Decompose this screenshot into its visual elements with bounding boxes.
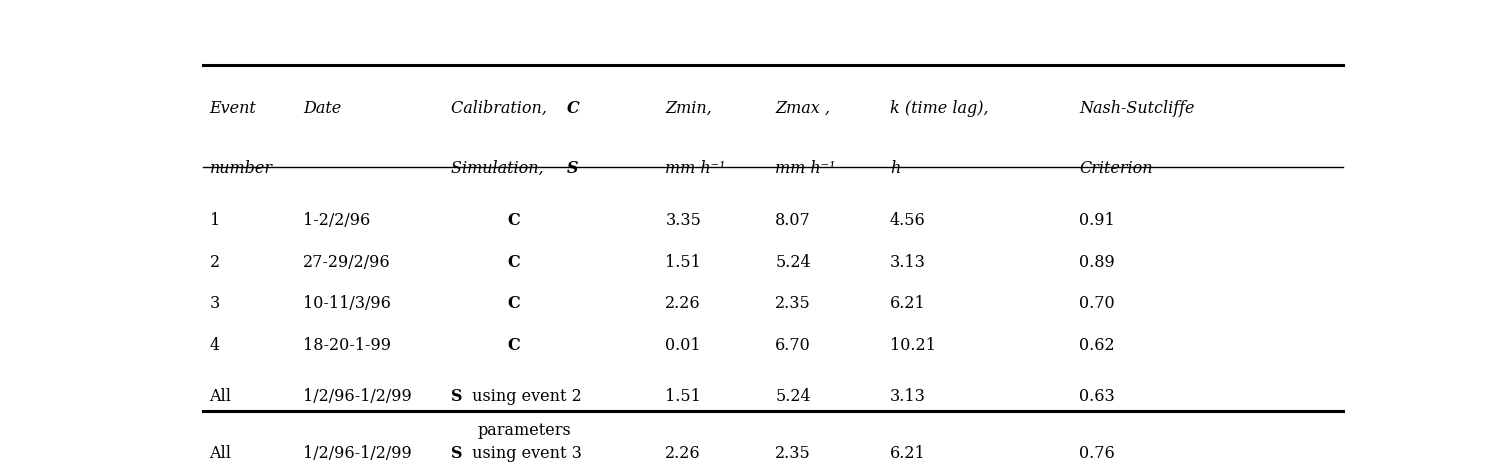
Text: Date: Date [303, 100, 341, 117]
Text: S: S [451, 388, 463, 405]
Text: C: C [508, 254, 520, 271]
Text: Simulation,: Simulation, [451, 159, 555, 177]
Text: 4.56: 4.56 [890, 212, 926, 229]
Text: 2.26: 2.26 [665, 295, 701, 312]
Text: 3: 3 [210, 295, 220, 312]
Text: using event 2: using event 2 [466, 388, 582, 405]
Text: 2.35: 2.35 [775, 295, 811, 312]
Text: 1/2/96-1/2/99: 1/2/96-1/2/99 [303, 446, 412, 462]
Text: C: C [508, 295, 520, 312]
Text: 8.07: 8.07 [775, 212, 811, 229]
Text: All: All [210, 388, 232, 405]
Text: 0.91: 0.91 [1080, 212, 1114, 229]
Text: 10-11/3/96: 10-11/3/96 [303, 295, 391, 312]
Text: 10.21: 10.21 [890, 337, 935, 354]
Text: 3.35: 3.35 [665, 212, 701, 229]
Text: 1.51: 1.51 [665, 254, 701, 271]
Text: 6.70: 6.70 [775, 337, 811, 354]
Text: 4: 4 [210, 337, 220, 354]
Text: Nash-Sutcliffe: Nash-Sutcliffe [1080, 100, 1194, 117]
Text: C: C [508, 337, 520, 354]
Text: parameters: parameters [477, 422, 572, 439]
Text: 6.21: 6.21 [890, 446, 926, 462]
Text: 1.51: 1.51 [665, 388, 701, 405]
Text: 2.35: 2.35 [775, 446, 811, 462]
Text: 1/2/96-1/2/99: 1/2/96-1/2/99 [303, 388, 412, 405]
Text: Event: Event [210, 100, 256, 117]
Text: 2.26: 2.26 [665, 446, 701, 462]
Text: using event 3: using event 3 [466, 446, 582, 462]
Text: 0.89: 0.89 [1080, 254, 1114, 271]
Text: 0.62: 0.62 [1080, 337, 1114, 354]
Text: 1-2/2/96: 1-2/2/96 [303, 212, 371, 229]
Text: 5.24: 5.24 [775, 388, 811, 405]
Text: 0.63: 0.63 [1080, 388, 1114, 405]
Text: 27-29/2/96: 27-29/2/96 [303, 254, 391, 271]
Text: 3.13: 3.13 [890, 254, 926, 271]
Text: Zmax ,: Zmax , [775, 100, 831, 117]
Text: number: number [210, 159, 273, 177]
Text: S: S [567, 159, 579, 177]
Text: 2: 2 [210, 254, 220, 271]
Text: k (time lag),: k (time lag), [890, 100, 988, 117]
Text: C: C [567, 100, 581, 117]
Text: Criterion: Criterion [1080, 159, 1152, 177]
Text: mm h⁻¹: mm h⁻¹ [665, 159, 725, 177]
Text: 5.24: 5.24 [775, 254, 811, 271]
Text: C: C [508, 212, 520, 229]
Text: h: h [890, 159, 900, 177]
Text: Zmin,: Zmin, [665, 100, 712, 117]
Text: 3.13: 3.13 [890, 388, 926, 405]
Text: 18-20-1-99: 18-20-1-99 [303, 337, 391, 354]
Text: All: All [210, 446, 232, 462]
Text: 1: 1 [210, 212, 220, 229]
Text: S: S [451, 446, 463, 462]
Text: 6.21: 6.21 [890, 295, 926, 312]
Text: mm h⁻¹: mm h⁻¹ [775, 159, 835, 177]
Text: 0.70: 0.70 [1080, 295, 1114, 312]
Text: Calibration,: Calibration, [451, 100, 558, 117]
Text: 0.01: 0.01 [665, 337, 701, 354]
Text: 0.76: 0.76 [1080, 446, 1114, 462]
